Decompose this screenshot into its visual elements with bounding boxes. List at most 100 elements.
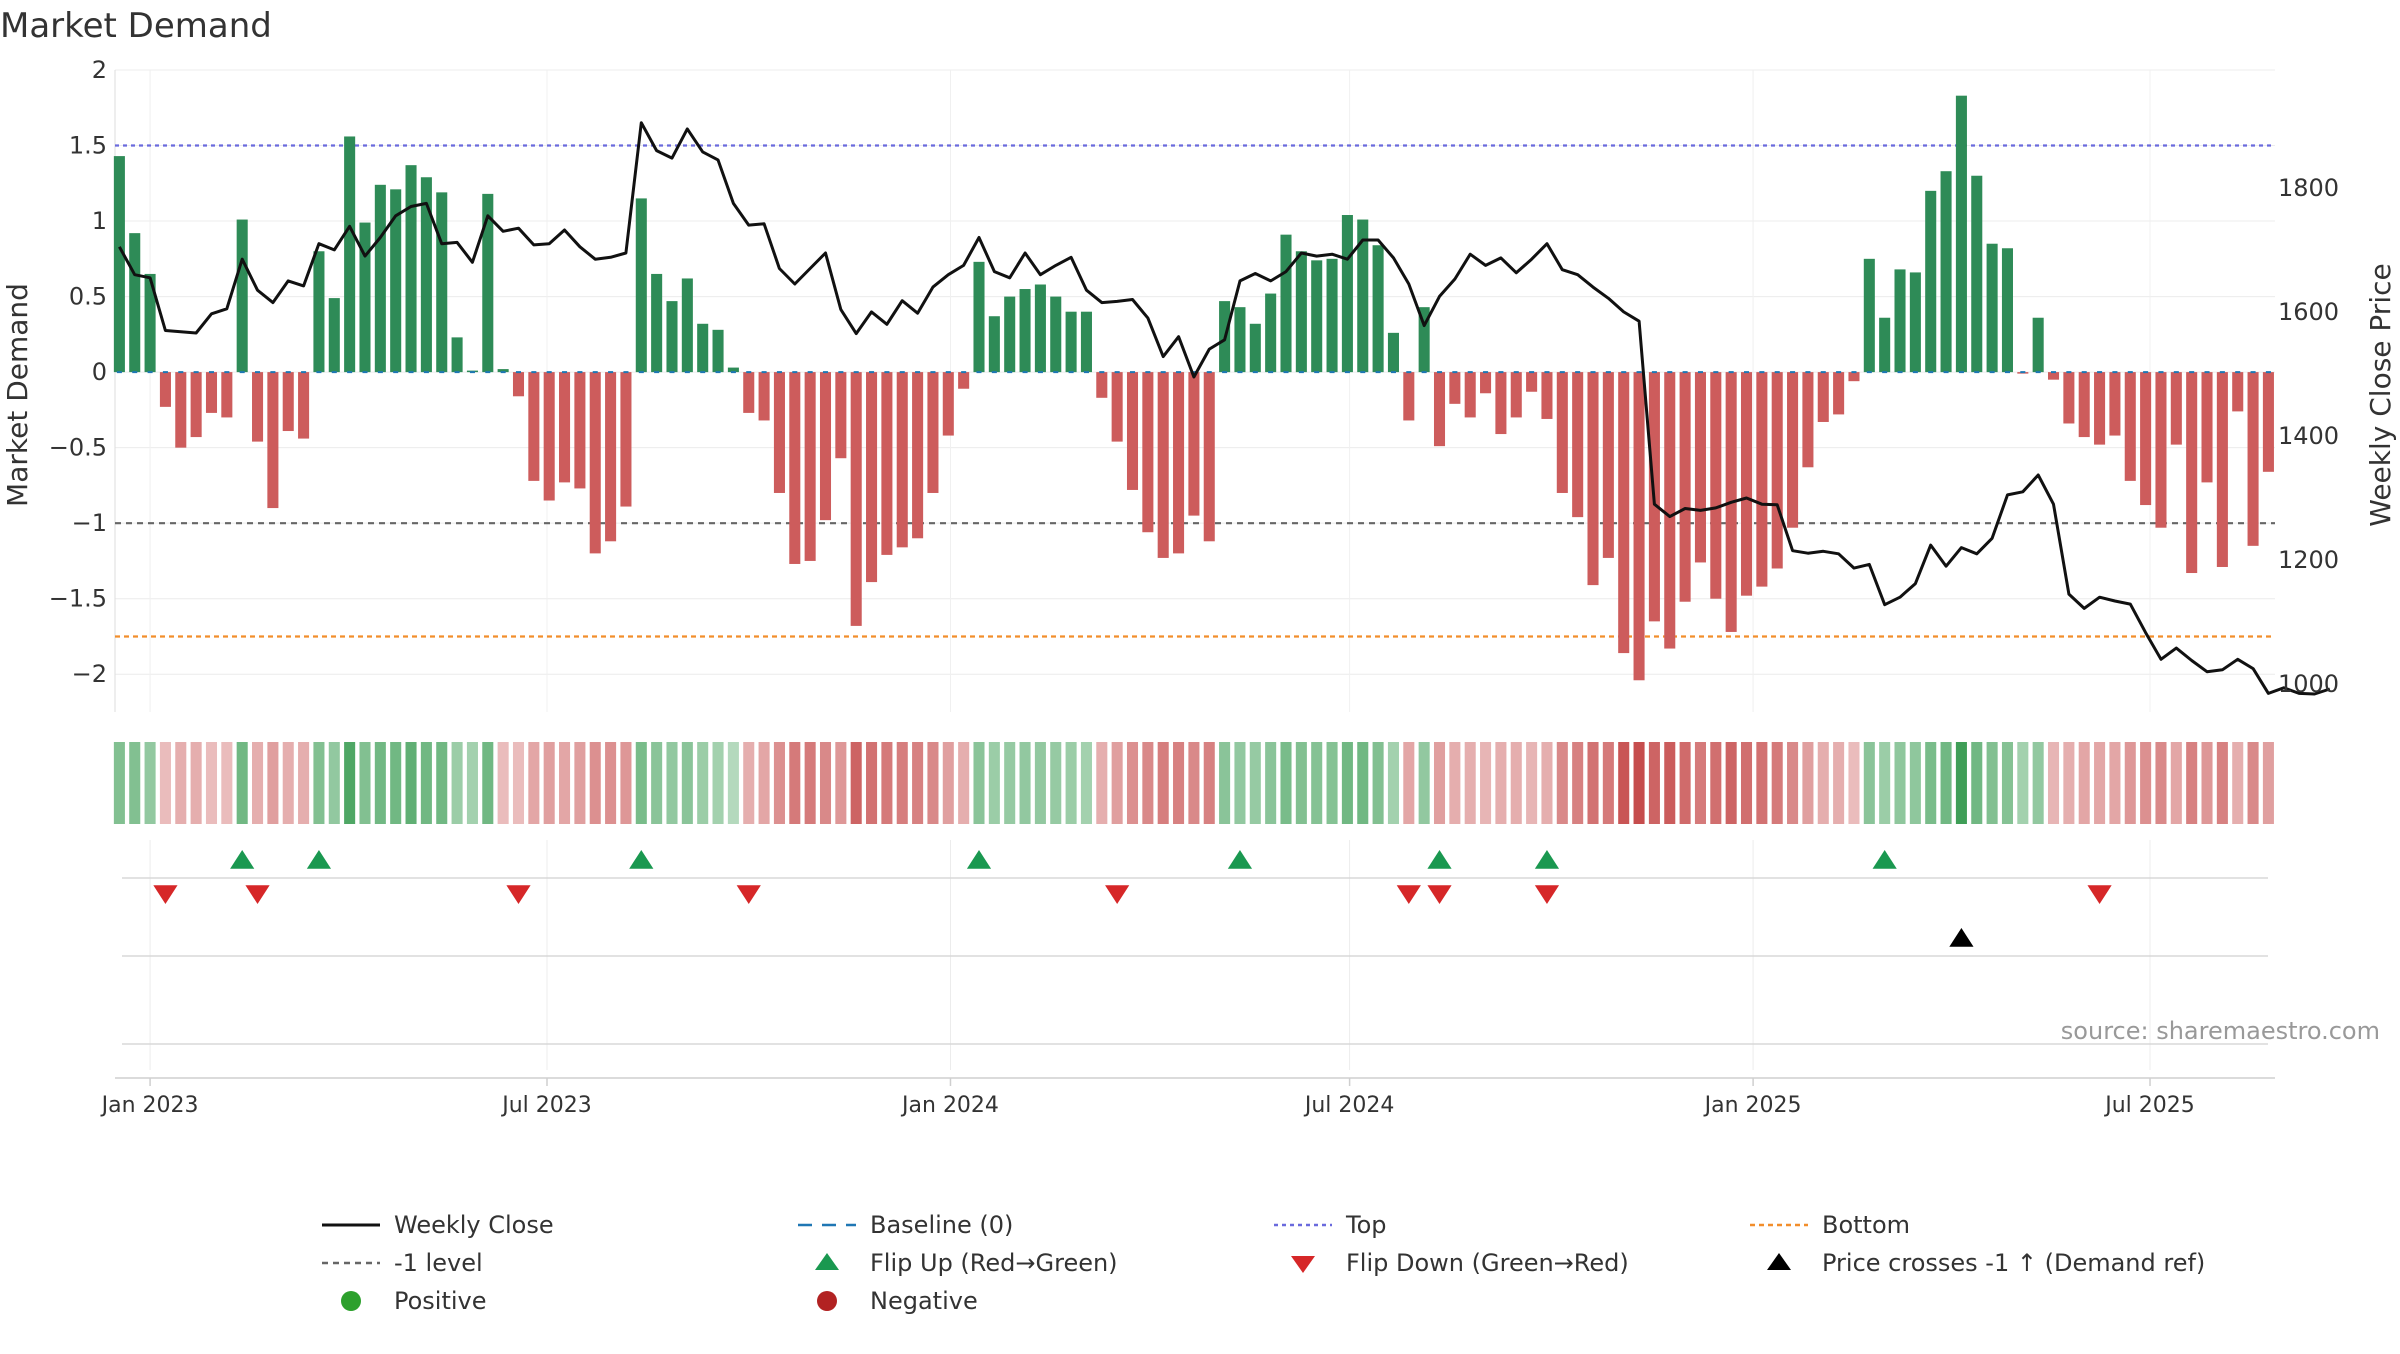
legend-label: Negative <box>870 1287 978 1315</box>
demand-bar <box>2186 372 2198 574</box>
y-tick-label: −1.5 <box>49 585 107 613</box>
heat-cell <box>1771 742 1783 824</box>
legend-item: Negative <box>817 1287 978 1315</box>
demand-bar <box>2216 372 2228 567</box>
heat-cell <box>2109 742 2121 824</box>
y-tick-label: 0.5 <box>69 283 107 311</box>
demand-bar <box>712 329 724 373</box>
demand-bar <box>1480 372 1492 394</box>
price-line <box>118 121 2331 696</box>
demand-bar <box>1203 372 1215 542</box>
demand-bar <box>758 372 770 421</box>
demand-bar <box>651 273 663 373</box>
y-tick-label: −0.5 <box>49 434 107 462</box>
heat-cell <box>328 742 340 824</box>
y-right-tick-label: 1400 <box>2278 422 2339 450</box>
demand-bar <box>835 372 847 459</box>
heat-cell <box>1433 742 1446 824</box>
reference-lines <box>115 144 2275 638</box>
demand-bar <box>1817 372 1829 422</box>
demand-bar <box>159 372 171 407</box>
demand-bar <box>1126 372 1139 490</box>
demand-bar <box>1357 219 1369 373</box>
heat-cell <box>620 742 632 824</box>
heat-cell <box>159 742 171 824</box>
y-tick-label: −2 <box>72 660 107 688</box>
heat-cell <box>1664 742 1676 824</box>
heat-cell <box>773 742 785 824</box>
demand-bar <box>773 372 785 493</box>
heat-cell <box>2247 742 2259 824</box>
heat-cell <box>512 742 525 824</box>
demand-bar <box>344 136 356 373</box>
demand-bar <box>927 372 939 493</box>
legend-label: Price crosses -1 ↑ (Demand ref) <box>1822 1249 2205 1277</box>
demand-bar <box>620 372 632 507</box>
heat-cell <box>528 742 540 824</box>
demand-bar <box>298 372 310 439</box>
legend-item: -1 level <box>322 1249 483 1277</box>
legend-item: Flip Up (Red→Green) <box>815 1249 1118 1277</box>
heat-cell <box>2216 742 2228 824</box>
heat-cell <box>1265 742 1277 824</box>
demand-bar <box>1004 296 1016 373</box>
demand-bar <box>2032 317 2044 373</box>
heat-cell <box>205 742 218 824</box>
demand-bar <box>390 189 402 373</box>
demand-bar <box>2078 372 2090 438</box>
heat-cell <box>1572 742 1584 824</box>
heat-cell <box>988 742 1000 824</box>
demand-bar <box>988 316 1000 373</box>
legend-label: Positive <box>394 1287 487 1315</box>
flip-down-marker <box>245 885 270 904</box>
demand-bar <box>912 372 924 539</box>
y-right-tick-label: 1000 <box>2278 670 2339 698</box>
heat-cell <box>466 742 478 824</box>
demand-bar <box>1526 372 1538 392</box>
flip-down-marker <box>1396 885 1421 904</box>
flip-down-marker <box>153 885 178 904</box>
demand-bar <box>1449 372 1461 404</box>
demand-bar <box>1034 284 1046 373</box>
demand-bar <box>942 372 954 436</box>
flip-down-marker <box>2087 885 2112 904</box>
flip-down-marker <box>1534 885 1560 904</box>
heat-cell <box>2186 742 2198 824</box>
demand-bar <box>2232 372 2244 412</box>
heat-cell <box>1372 742 1384 824</box>
heat-cell <box>1295 742 1307 824</box>
heat-cell <box>2201 742 2213 824</box>
legend-label: Flip Down (Green→Red) <box>1346 1249 1629 1277</box>
demand-bar <box>1080 311 1092 373</box>
heat-cell <box>912 742 924 824</box>
heat-cell <box>1126 742 1139 824</box>
heat-cell <box>1740 742 1753 824</box>
heat-cell <box>436 742 448 824</box>
heat-cell <box>1817 742 1829 824</box>
heat-cell <box>1756 742 1768 824</box>
axis-labels: 2 1.5 1 0.5 0 −0.5 −1 −1.5 −2 1800 1600 1400 1200 100… <box>49 56 2339 698</box>
demand-bar <box>1403 372 1415 421</box>
demand-bar <box>175 372 187 448</box>
demand-bar <box>313 251 325 373</box>
heat-cell <box>2155 742 2167 824</box>
heat-cell <box>1188 742 1200 824</box>
demand-bar <box>1495 372 1507 435</box>
demand-bar <box>359 222 371 373</box>
heat-cell <box>1096 742 1108 824</box>
demand-bar <box>681 278 693 373</box>
x-tick-label: Jul 2024 <box>1303 1093 1395 1118</box>
heat-cell <box>1019 742 1031 824</box>
heat-cell <box>236 742 248 824</box>
flip-up-marker <box>966 850 992 869</box>
demand-bar <box>635 198 647 373</box>
legend-item: Bottom <box>1750 1211 1910 1239</box>
y-tick-label: 0 <box>92 358 107 386</box>
heat-cell <box>2262 742 2274 824</box>
demand-bar <box>512 372 525 397</box>
heat-cell <box>1280 742 1292 824</box>
heat-cell <box>543 742 555 824</box>
y-axis-right-label: Weekly Close Price <box>2364 263 2397 526</box>
heat-cell <box>835 742 847 824</box>
demand-bar <box>2001 248 2013 373</box>
